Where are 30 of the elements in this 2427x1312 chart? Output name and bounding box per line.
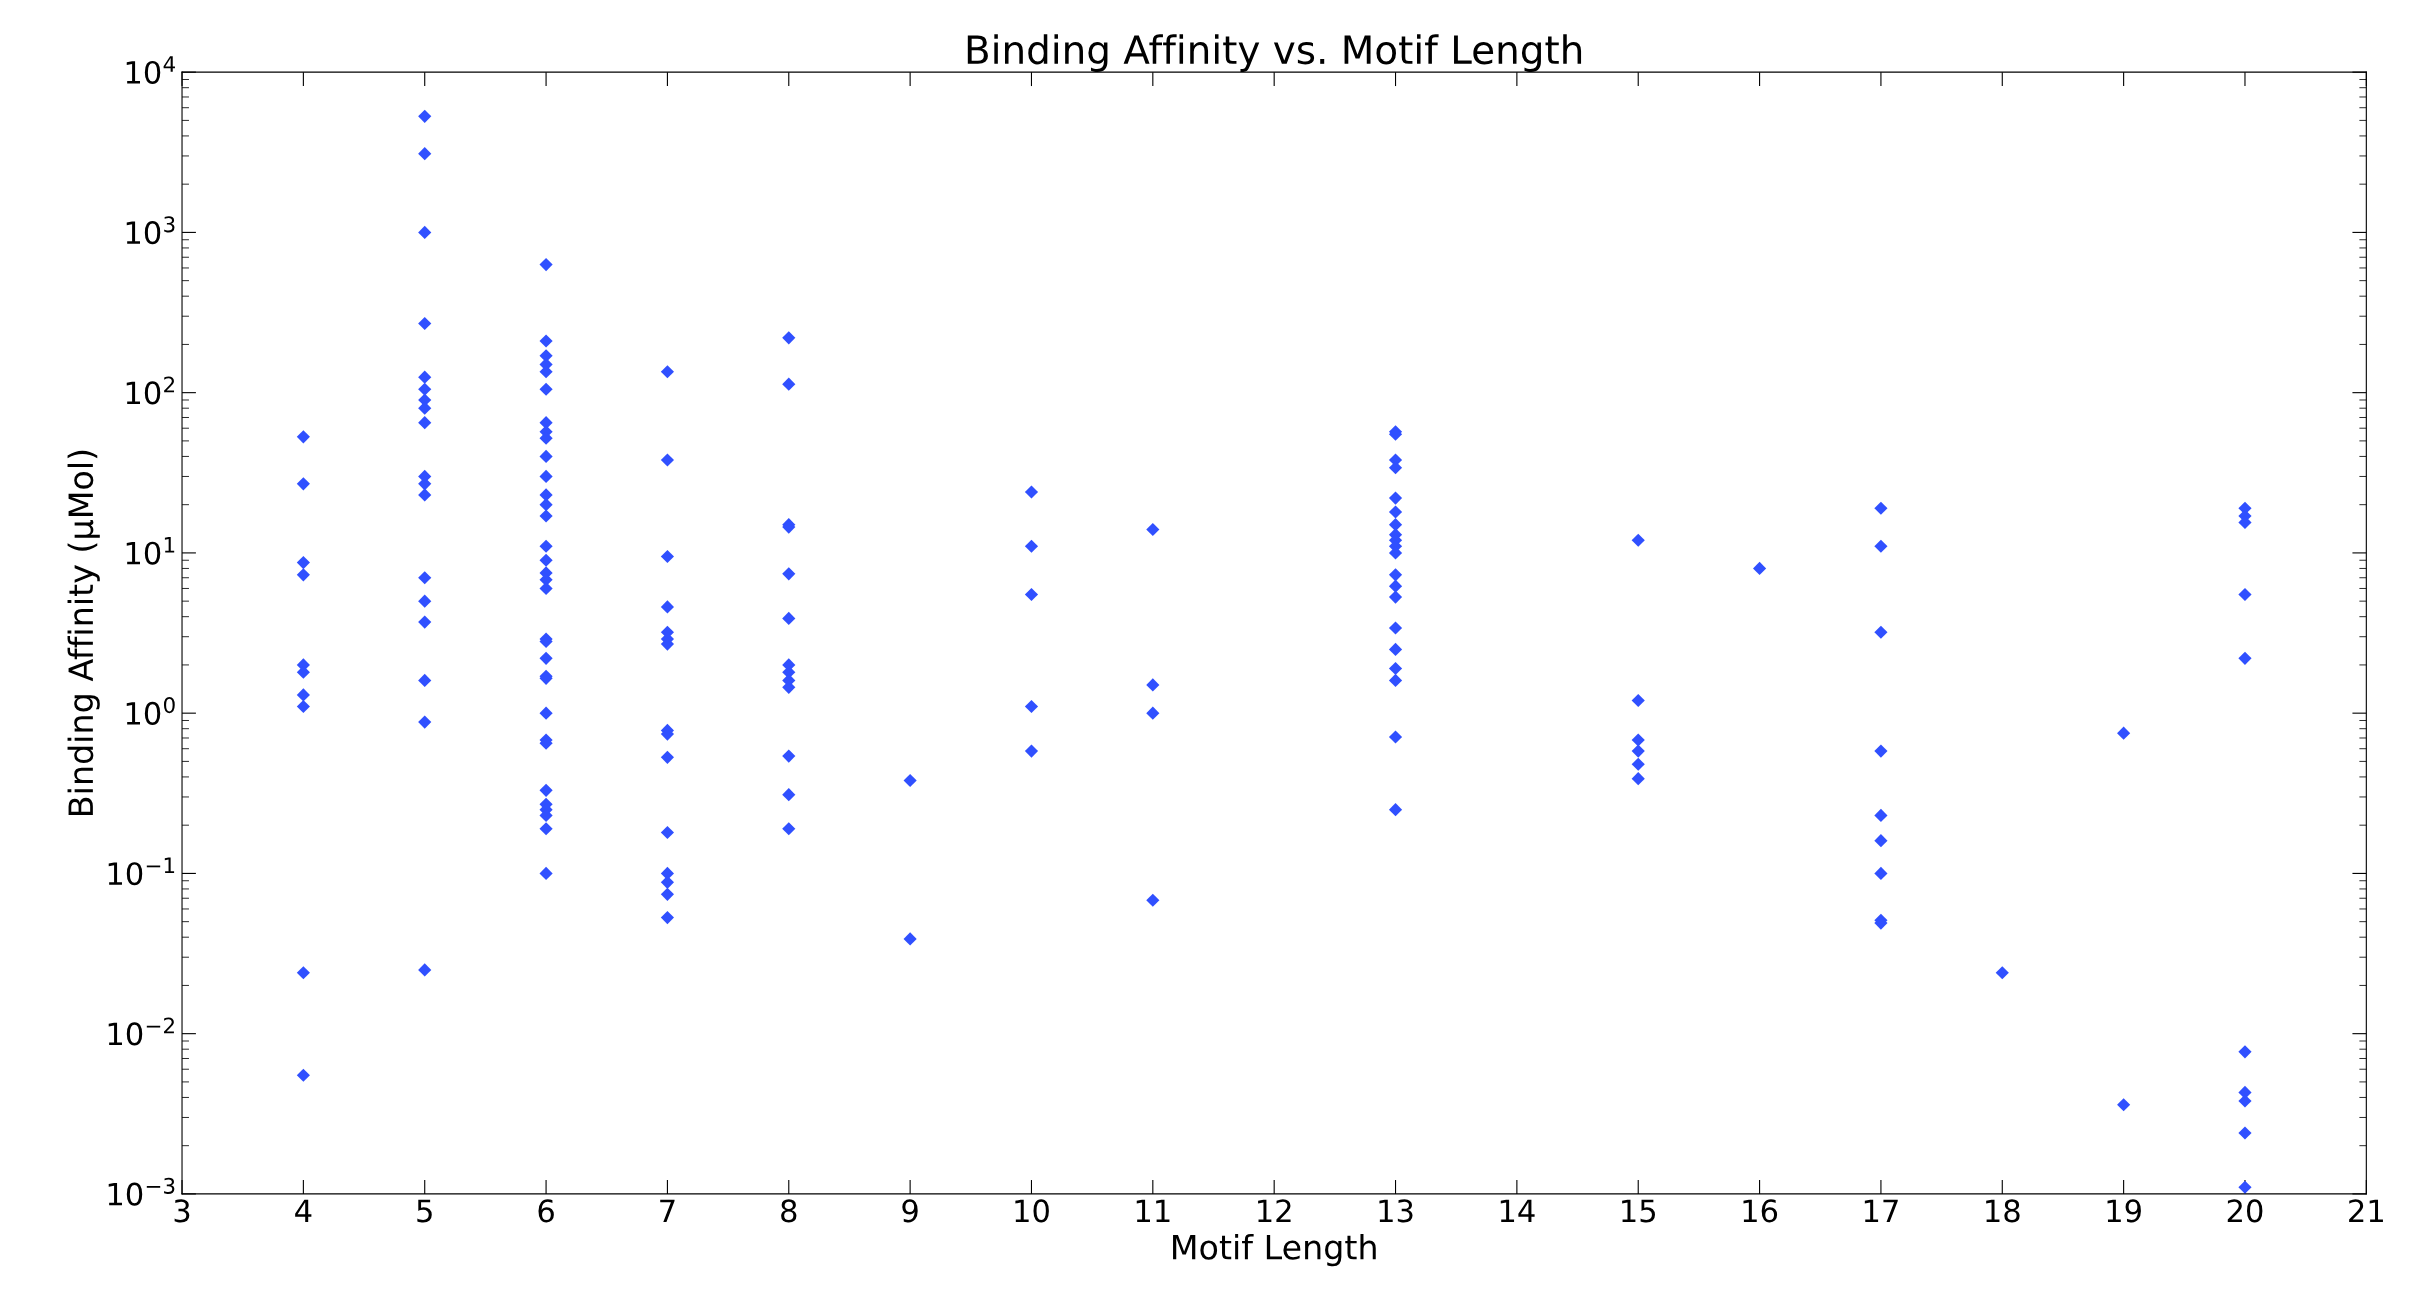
- y-tick-label: 10$^{−2}$: [108, 1017, 174, 1046]
- chart-title: Binding Affinity vs. Motif Length: [967, 34, 1582, 72]
- x-tick-label: 5: [417, 1199, 432, 1223]
- x-tick-label: 21: [2349, 1199, 2383, 1222]
- x-tick-label: 4: [295, 1199, 312, 1222]
- x-tick-label: 12: [1258, 1199, 1291, 1222]
- x-tick-label: 3: [174, 1199, 190, 1223]
- x-tick-label: 10: [1015, 1199, 1049, 1223]
- x-tick-label: 7: [660, 1199, 675, 1222]
- x-tick-label: 14: [1500, 1199, 1535, 1222]
- x-tick-label: 19: [2107, 1199, 2141, 1223]
- x-tick-label: 18: [1986, 1199, 2020, 1223]
- x-tick-label: 16: [1743, 1199, 1778, 1223]
- x-tick-label: 17: [1864, 1199, 1898, 1222]
- x-tick-label: 20: [2227, 1199, 2263, 1223]
- y-tick-label: 10$^{−3}$: [108, 1177, 175, 1206]
- x-axis-title: Motif Length: [1173, 1233, 1376, 1267]
- y-tick-label: 10$^{4}$: [126, 56, 175, 84]
- x-tick-label: 11: [1136, 1199, 1170, 1222]
- y-axis-title: Binding Affinity (μMol): [67, 450, 100, 815]
- y-tick-label: 10$^{−1}$: [108, 857, 175, 886]
- y-tick-label: 10$^{0}$: [126, 696, 175, 725]
- x-tick-label: 13: [1379, 1199, 1413, 1223]
- x-tick-label: 6: [538, 1199, 554, 1223]
- y-tick-label: 10$^{2}$: [126, 376, 175, 405]
- x-tick-label: 15: [1622, 1199, 1655, 1223]
- x-tick-label: 9: [902, 1199, 918, 1223]
- y-tick-label: 10$^{1}$: [126, 537, 175, 565]
- x-tick-label: 8: [781, 1199, 797, 1223]
- y-tick-label: 10$^{3}$: [126, 216, 175, 245]
